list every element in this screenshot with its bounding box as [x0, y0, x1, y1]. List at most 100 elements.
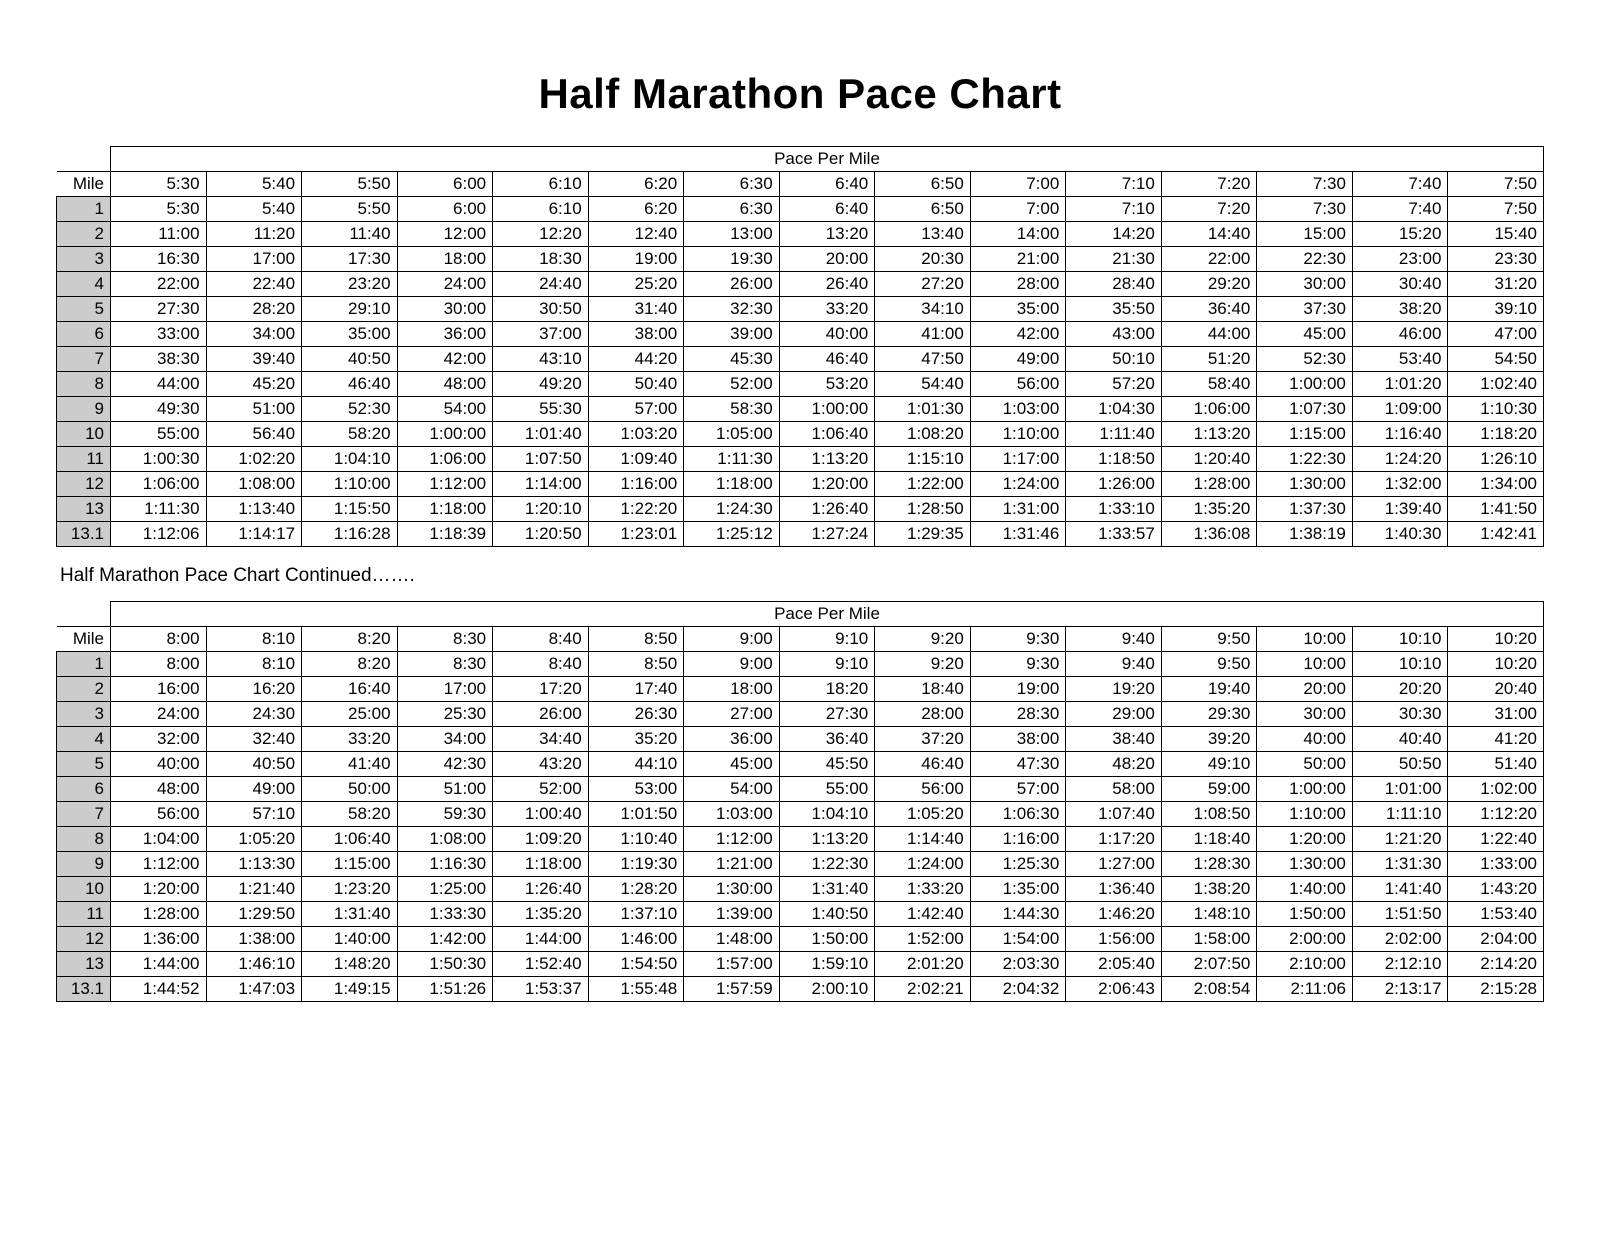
time-cell: 13:00	[684, 222, 780, 247]
time-cell: 2:04:32	[970, 977, 1066, 1002]
time-cell: 45:00	[1257, 322, 1353, 347]
time-cell: 1:26:00	[1066, 472, 1162, 497]
time-cell: 2:05:40	[1066, 952, 1162, 977]
time-cell: 46:40	[779, 347, 875, 372]
time-cell: 6:00	[397, 197, 493, 222]
table-row: 844:0045:2046:4048:0049:2050:4052:0053:2…	[57, 372, 1544, 397]
time-cell: 1:05:20	[875, 802, 971, 827]
time-cell: 43:10	[493, 347, 589, 372]
pace-column-header: 9:50	[1161, 627, 1257, 652]
time-cell: 1:22:30	[1257, 447, 1353, 472]
table-row: 13.11:12:061:14:171:16:281:18:391:20:501…	[57, 522, 1544, 547]
mile-cell: 1	[57, 197, 111, 222]
pace-column-header: 7:10	[1066, 172, 1162, 197]
time-cell: 1:38:19	[1257, 522, 1353, 547]
time-cell: 1:06:30	[970, 802, 1066, 827]
time-cell: 1:57:59	[684, 977, 780, 1002]
time-cell: 1:31:00	[970, 497, 1066, 522]
mile-cell: 7	[57, 347, 111, 372]
time-cell: 53:00	[588, 777, 684, 802]
time-cell: 1:31:40	[779, 877, 875, 902]
mile-cell: 10	[57, 422, 111, 447]
time-cell: 1:10:00	[970, 422, 1066, 447]
time-cell: 47:30	[970, 752, 1066, 777]
time-cell: 1:18:39	[397, 522, 493, 547]
time-cell: 1:36:00	[111, 927, 207, 952]
time-cell: 1:35:20	[1161, 497, 1257, 522]
time-cell: 1:51:26	[397, 977, 493, 1002]
time-cell: 1:42:41	[1448, 522, 1544, 547]
time-cell: 16:30	[111, 247, 207, 272]
time-cell: 1:08:00	[397, 827, 493, 852]
mile-cell: 8	[57, 827, 111, 852]
time-cell: 1:12:06	[111, 522, 207, 547]
time-cell: 50:50	[1352, 752, 1448, 777]
mile-cell: 9	[57, 397, 111, 422]
time-cell: 1:14:00	[493, 472, 589, 497]
pace-column-header: 8:10	[206, 627, 302, 652]
time-cell: 17:20	[493, 677, 589, 702]
time-cell: 42:00	[970, 322, 1066, 347]
pace-column-header: 5:30	[111, 172, 207, 197]
table-row: 121:06:001:08:001:10:001:12:001:14:001:1…	[57, 472, 1544, 497]
time-cell: 1:44:00	[493, 927, 589, 952]
time-cell: 26:00	[493, 702, 589, 727]
time-cell: 34:00	[397, 727, 493, 752]
time-cell: 52:30	[1257, 347, 1353, 372]
time-cell: 1:18:00	[684, 472, 780, 497]
time-cell: 2:15:28	[1448, 977, 1544, 1002]
time-cell: 6:30	[684, 197, 780, 222]
time-cell: 1:10:30	[1448, 397, 1544, 422]
time-cell: 1:46:20	[1066, 902, 1162, 927]
time-cell: 8:10	[206, 652, 302, 677]
pace-column-header: 8:40	[493, 627, 589, 652]
time-cell: 49:00	[206, 777, 302, 802]
pace-column-header: 10:10	[1352, 627, 1448, 652]
time-cell: 1:26:10	[1448, 447, 1544, 472]
time-cell: 1:36:08	[1161, 522, 1257, 547]
time-cell: 23:00	[1352, 247, 1448, 272]
time-cell: 1:30:00	[1257, 852, 1353, 877]
time-cell: 1:26:40	[779, 497, 875, 522]
time-cell: 1:28:50	[875, 497, 971, 522]
time-cell: 16:00	[111, 677, 207, 702]
time-cell: 34:10	[875, 297, 971, 322]
time-cell: 39:40	[206, 347, 302, 372]
time-cell: 34:00	[206, 322, 302, 347]
time-cell: 1:12:20	[1448, 802, 1544, 827]
time-cell: 22:30	[1257, 247, 1353, 272]
time-cell: 7:00	[970, 197, 1066, 222]
time-cell: 38:00	[970, 727, 1066, 752]
time-cell: 1:06:00	[397, 447, 493, 472]
mile-header: Mile	[57, 627, 111, 652]
time-cell: 1:17:00	[970, 447, 1066, 472]
time-cell: 11:20	[206, 222, 302, 247]
time-cell: 28:20	[206, 297, 302, 322]
pace-column-header: 7:00	[970, 172, 1066, 197]
time-cell: 23:30	[1448, 247, 1544, 272]
mile-cell: 3	[57, 247, 111, 272]
time-cell: 51:20	[1161, 347, 1257, 372]
time-cell: 1:20:00	[779, 472, 875, 497]
time-cell: 10:10	[1352, 652, 1448, 677]
time-cell: 1:13:40	[206, 497, 302, 522]
time-cell: 1:32:00	[1352, 472, 1448, 497]
time-cell: 1:55:48	[588, 977, 684, 1002]
pace-table-1-container: Pace Per MileMile5:305:405:506:006:106:2…	[56, 146, 1544, 547]
time-cell: 1:10:00	[1257, 802, 1353, 827]
time-cell: 1:00:00	[1257, 777, 1353, 802]
time-cell: 23:20	[302, 272, 398, 297]
time-cell: 1:09:20	[493, 827, 589, 852]
time-cell: 45:00	[684, 752, 780, 777]
time-cell: 15:20	[1352, 222, 1448, 247]
time-cell: 2:13:17	[1352, 977, 1448, 1002]
time-cell: 1:59:10	[779, 952, 875, 977]
time-cell: 1:16:28	[302, 522, 398, 547]
mile-cell: 10	[57, 877, 111, 902]
time-cell: 8:40	[493, 652, 589, 677]
time-cell: 1:33:57	[1066, 522, 1162, 547]
time-cell: 1:34:00	[1448, 472, 1544, 497]
time-cell: 2:02:00	[1352, 927, 1448, 952]
pace-column-header: 8:00	[111, 627, 207, 652]
time-cell: 13:20	[779, 222, 875, 247]
